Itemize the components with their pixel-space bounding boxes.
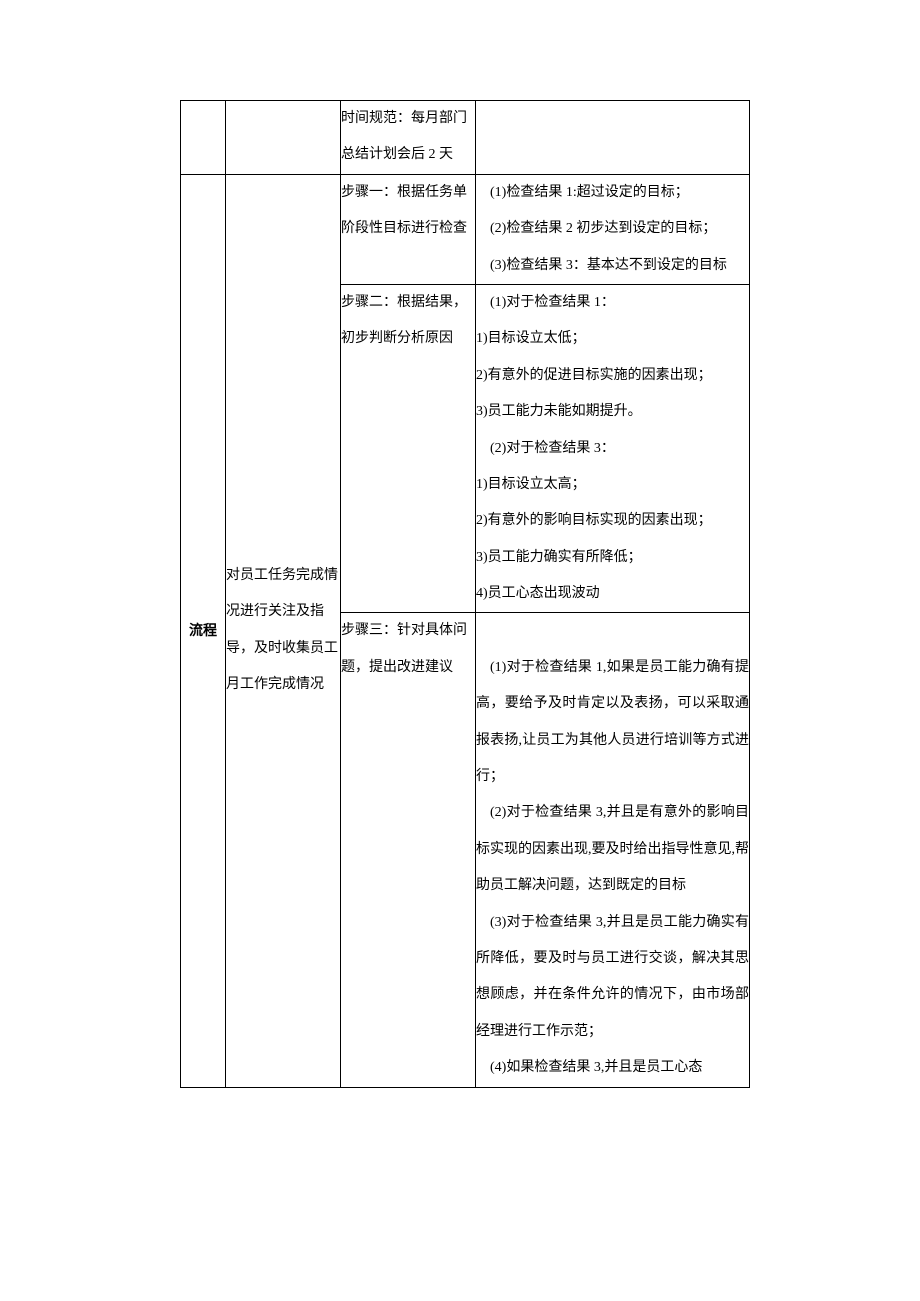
step2-result-text: (1)对于检查结果 1：1)目标设立太低；2)有意外的促进目标实施的因素出现；3… bbox=[476, 285, 749, 613]
cell-step3-result: (1)对于检查结果 1,如果是员工能力确有提高，要给予及时肯定以及表扬，可以采取… bbox=[476, 613, 750, 1087]
cell-blank-1 bbox=[181, 101, 226, 175]
cell-step2-result: (1)对于检查结果 1：1)目标设立太低；2)有意外的促进目标实施的因素出现；3… bbox=[476, 284, 750, 613]
process-label: 流程 bbox=[189, 622, 217, 638]
cell-process-desc: 对员工任务完成情况进行关注及指导，及时收集员工月工作完成情况 bbox=[226, 174, 341, 1087]
cell-time-spec: 时间规范：每月部门总结计划会后 2 天 bbox=[341, 101, 476, 175]
step3-label-text: 步骤三：针对具体问题，提出改进建议 bbox=[341, 613, 475, 686]
step2-label-text: 步骤二：根据结果，初步判断分析原因 bbox=[341, 285, 475, 358]
table-row: 流程 对员工任务完成情况进行关注及指导，及时收集员工月工作完成情况 步骤一：根据… bbox=[181, 174, 750, 284]
cell-process-label: 流程 bbox=[181, 174, 226, 1087]
cell-step3-label: 步骤三：针对具体问题，提出改进建议 bbox=[341, 613, 476, 1087]
cell-blank-2 bbox=[226, 101, 341, 175]
process-desc-text: 对员工任务完成情况进行关注及指导，及时收集员工月工作完成情况 bbox=[226, 558, 340, 704]
cell-step1-result: (1)检查结果 1:超过设定的目标； (2)检查结果 2 初步达到设定的目标； … bbox=[476, 174, 750, 284]
table-row: 时间规范：每月部门总结计划会后 2 天 bbox=[181, 101, 750, 175]
time-spec-text: 时间规范：每月部门总结计划会后 2 天 bbox=[341, 101, 475, 174]
cell-step1-label: 步骤一：根据任务单阶段性目标进行检查 bbox=[341, 174, 476, 284]
cell-step2-label: 步骤二：根据结果，初步判断分析原因 bbox=[341, 284, 476, 613]
step1-label-text: 步骤一：根据任务单阶段性目标进行检查 bbox=[341, 175, 475, 248]
cell-blank-4 bbox=[476, 101, 750, 175]
step1-result-text: (1)检查结果 1:超过设定的目标； (2)检查结果 2 初步达到设定的目标； … bbox=[476, 175, 749, 284]
process-table: 时间规范：每月部门总结计划会后 2 天 流程 对员工任务完成情况进行关注及指导，… bbox=[180, 100, 750, 1088]
step3-result-text: (1)对于检查结果 1,如果是员工能力确有提高，要给予及时肯定以及表扬，可以采取… bbox=[476, 613, 749, 1086]
